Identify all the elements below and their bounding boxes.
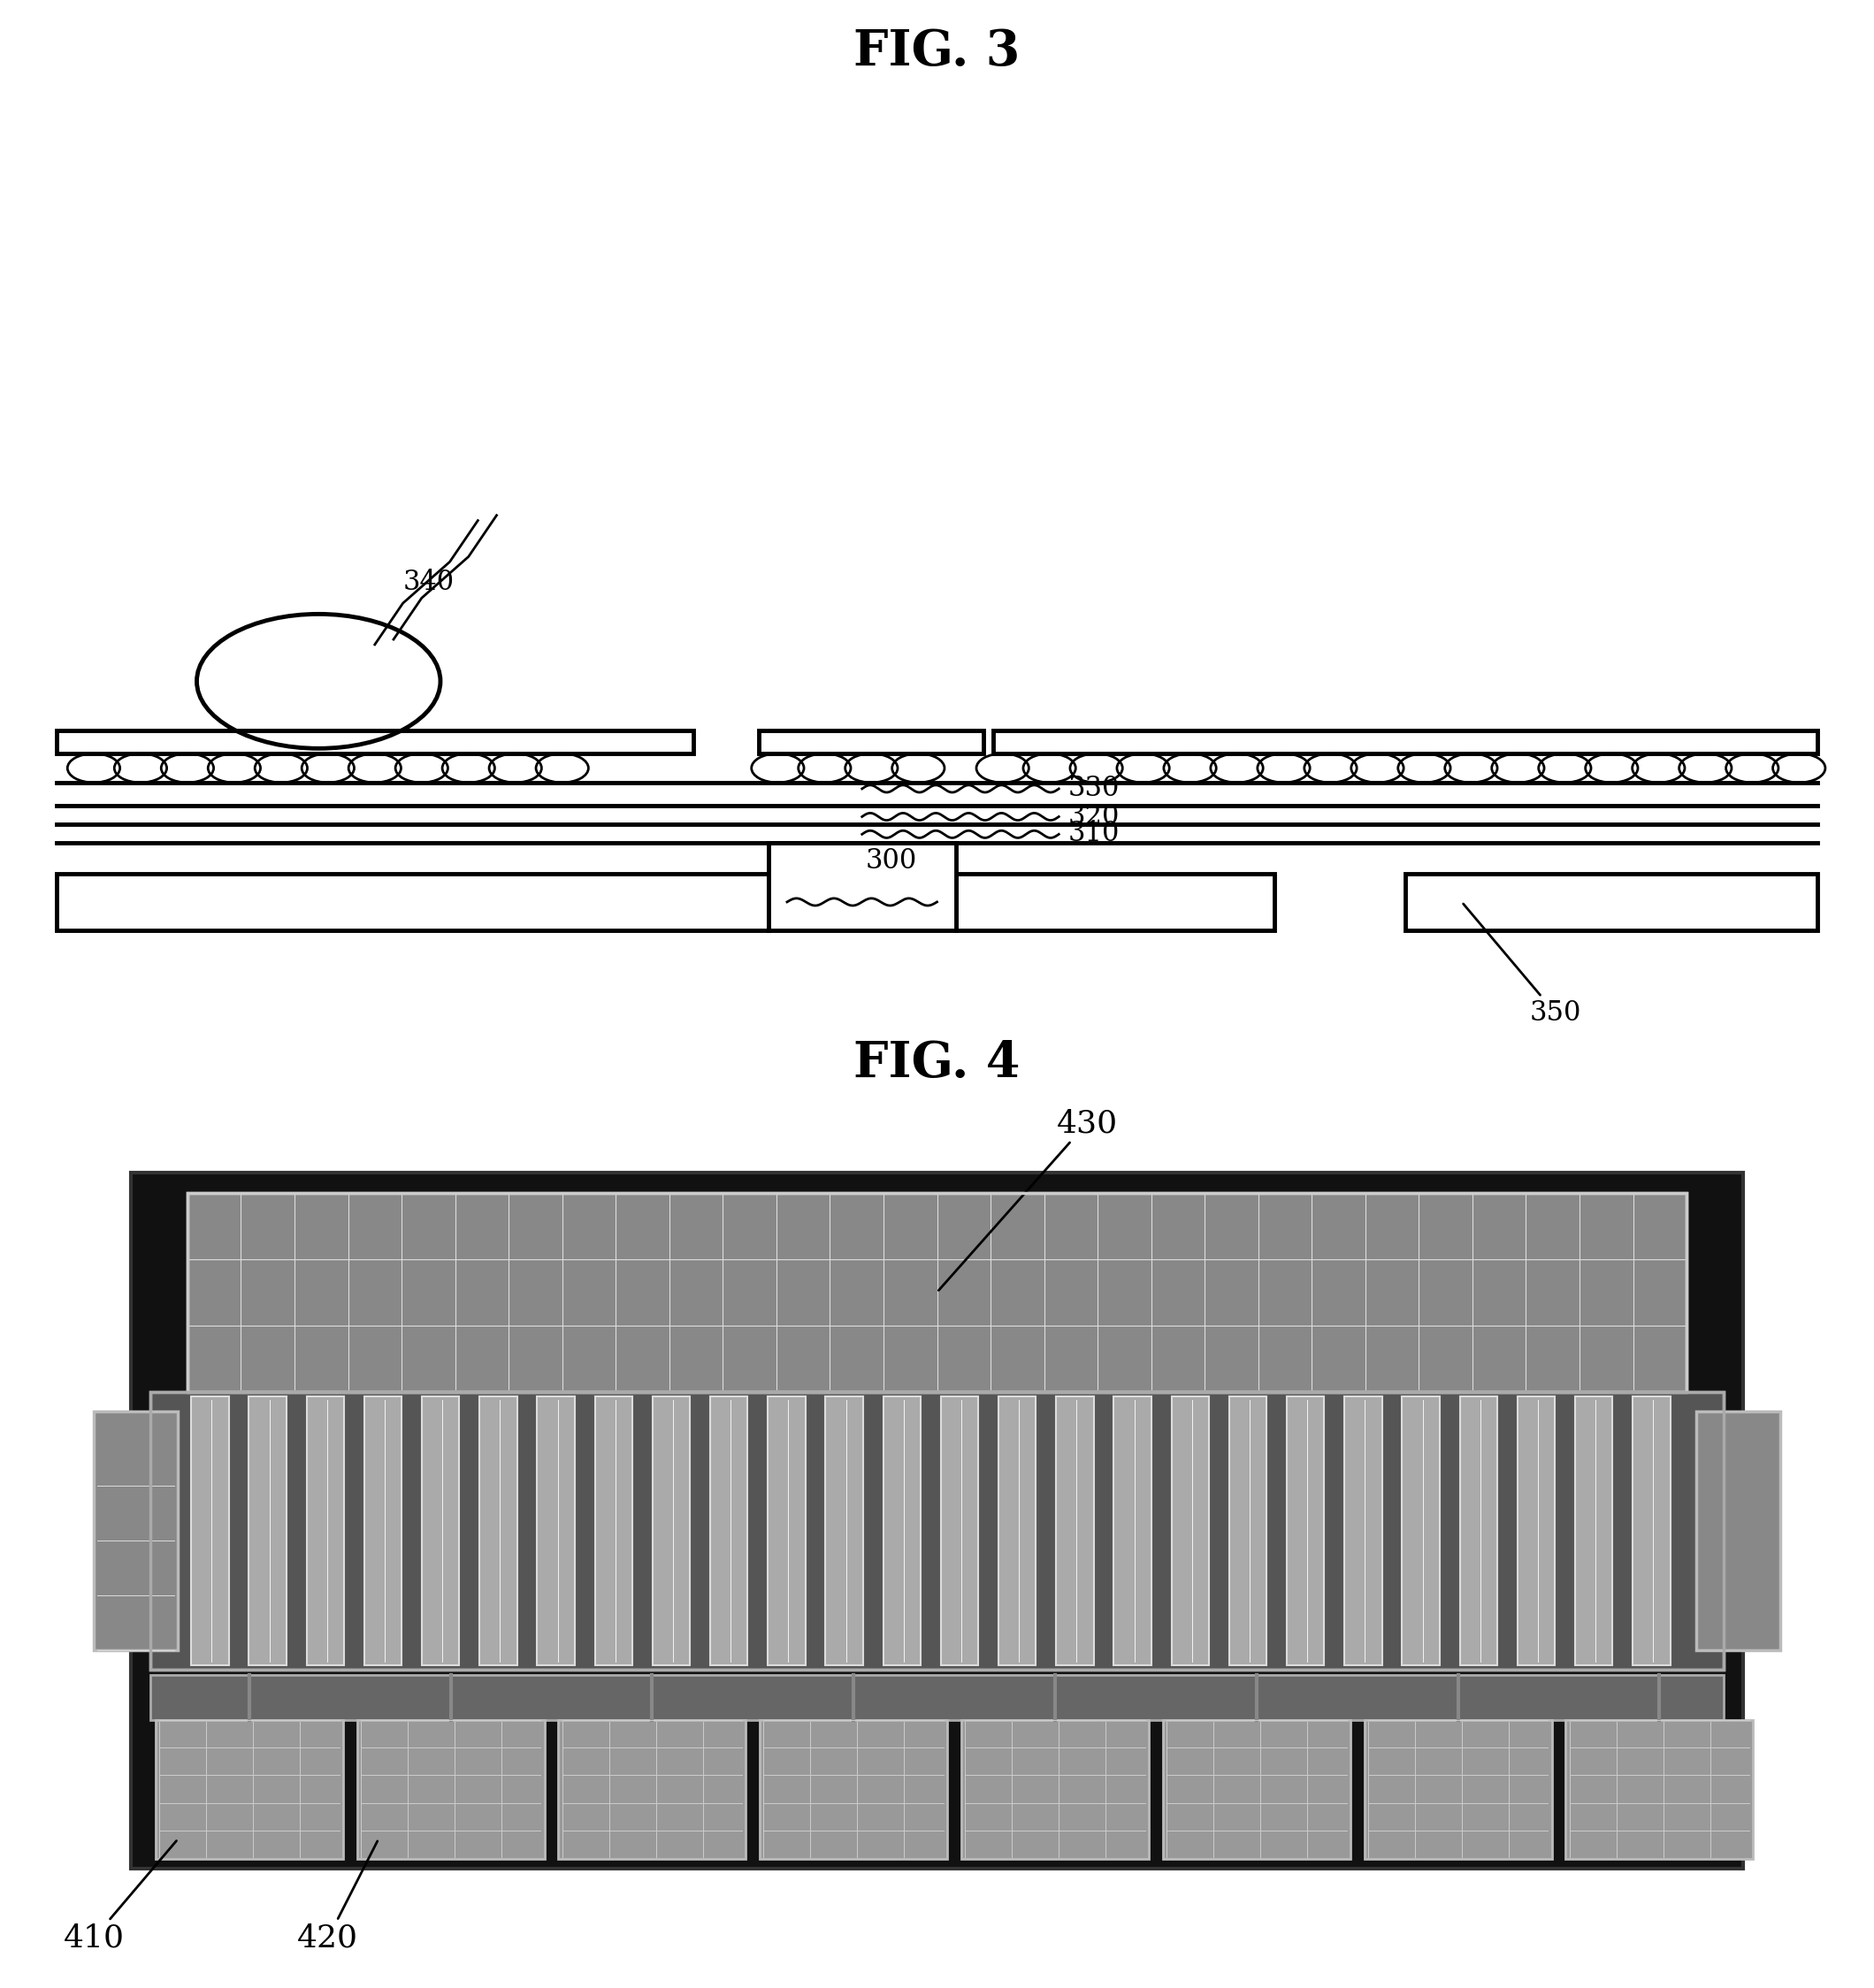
Text: 340: 340 bbox=[403, 569, 454, 596]
FancyBboxPatch shape bbox=[249, 1396, 287, 1666]
Text: 330: 330 bbox=[1068, 775, 1121, 803]
FancyBboxPatch shape bbox=[1402, 1396, 1439, 1666]
FancyBboxPatch shape bbox=[1287, 1396, 1325, 1666]
FancyBboxPatch shape bbox=[1460, 1396, 1497, 1666]
FancyBboxPatch shape bbox=[94, 1411, 178, 1650]
FancyBboxPatch shape bbox=[1632, 1396, 1670, 1666]
FancyBboxPatch shape bbox=[956, 873, 1274, 930]
FancyBboxPatch shape bbox=[1696, 1411, 1780, 1650]
FancyBboxPatch shape bbox=[558, 1720, 746, 1859]
Text: 410: 410 bbox=[64, 1841, 176, 1954]
FancyBboxPatch shape bbox=[1364, 1720, 1552, 1859]
Text: 310: 310 bbox=[1068, 819, 1121, 847]
FancyBboxPatch shape bbox=[1113, 1396, 1151, 1666]
FancyBboxPatch shape bbox=[1565, 1720, 1752, 1859]
FancyBboxPatch shape bbox=[1518, 1396, 1555, 1666]
FancyBboxPatch shape bbox=[768, 843, 956, 930]
FancyBboxPatch shape bbox=[131, 1173, 1743, 1869]
Text: FIG. 3: FIG. 3 bbox=[855, 28, 1019, 76]
FancyBboxPatch shape bbox=[768, 1396, 806, 1666]
FancyBboxPatch shape bbox=[1229, 1396, 1267, 1666]
Text: 430: 430 bbox=[939, 1107, 1117, 1290]
FancyBboxPatch shape bbox=[1057, 1396, 1094, 1666]
Text: 350: 350 bbox=[1464, 905, 1582, 1026]
FancyBboxPatch shape bbox=[358, 1720, 545, 1859]
FancyBboxPatch shape bbox=[1162, 1720, 1351, 1859]
FancyBboxPatch shape bbox=[710, 1396, 748, 1666]
FancyBboxPatch shape bbox=[961, 1720, 1149, 1859]
FancyBboxPatch shape bbox=[652, 1396, 690, 1666]
FancyBboxPatch shape bbox=[1171, 1396, 1209, 1666]
Text: 420: 420 bbox=[298, 1841, 377, 1954]
Text: FIG. 4: FIG. 4 bbox=[855, 1040, 1019, 1087]
FancyBboxPatch shape bbox=[1574, 1396, 1612, 1666]
Text: 320: 320 bbox=[1068, 803, 1121, 831]
FancyBboxPatch shape bbox=[307, 1396, 345, 1666]
FancyBboxPatch shape bbox=[594, 1396, 632, 1666]
FancyBboxPatch shape bbox=[187, 1193, 1687, 1392]
FancyBboxPatch shape bbox=[761, 1720, 946, 1859]
FancyBboxPatch shape bbox=[364, 1396, 401, 1666]
FancyBboxPatch shape bbox=[1406, 873, 1818, 930]
FancyBboxPatch shape bbox=[191, 1396, 229, 1666]
FancyBboxPatch shape bbox=[150, 1674, 1724, 1720]
FancyBboxPatch shape bbox=[883, 1396, 920, 1666]
FancyBboxPatch shape bbox=[941, 1396, 978, 1666]
FancyBboxPatch shape bbox=[1344, 1396, 1381, 1666]
FancyBboxPatch shape bbox=[480, 1396, 517, 1666]
FancyBboxPatch shape bbox=[759, 732, 984, 753]
FancyBboxPatch shape bbox=[825, 1396, 862, 1666]
FancyBboxPatch shape bbox=[422, 1396, 459, 1666]
Text: 300: 300 bbox=[866, 847, 916, 875]
FancyBboxPatch shape bbox=[150, 1392, 1724, 1670]
FancyBboxPatch shape bbox=[999, 1396, 1036, 1666]
FancyBboxPatch shape bbox=[538, 1396, 575, 1666]
FancyBboxPatch shape bbox=[56, 873, 768, 930]
FancyBboxPatch shape bbox=[993, 732, 1818, 753]
FancyBboxPatch shape bbox=[56, 732, 693, 753]
FancyBboxPatch shape bbox=[156, 1720, 343, 1859]
